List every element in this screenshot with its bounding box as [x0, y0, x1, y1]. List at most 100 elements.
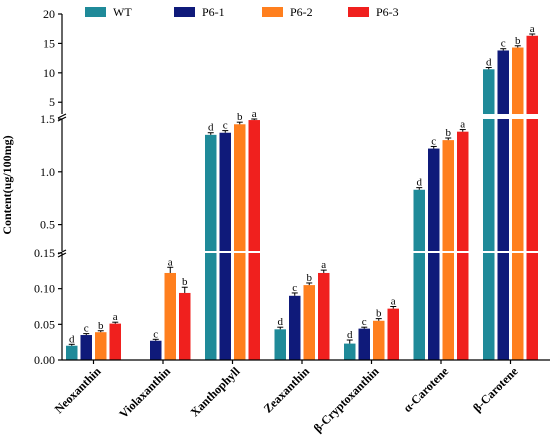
bar	[289, 295, 301, 360]
significance-letter: c	[362, 316, 367, 328]
x-tick-label: Violaxanthin	[116, 364, 173, 421]
legend-swatch	[174, 7, 195, 17]
bar	[150, 340, 162, 360]
x-tick-label: Zeaxanthin	[261, 364, 313, 416]
bar	[526, 119, 538, 251]
axis-break-mark	[57, 249, 67, 255]
bar	[205, 253, 217, 360]
legend-item: WT	[85, 5, 132, 19]
bar-group: c	[289, 282, 301, 360]
x-tick-label: α-Carotene	[400, 364, 451, 415]
bar-group: c	[358, 316, 370, 360]
bar-group: b	[373, 308, 385, 360]
significance-letter: b	[307, 272, 313, 284]
bar	[318, 272, 330, 360]
bar	[344, 343, 356, 360]
y-tick-label: 1.0	[40, 165, 55, 179]
bar	[109, 323, 121, 360]
axis-break-mark	[57, 113, 67, 119]
significance-letter: b	[182, 276, 188, 288]
bar-group: a	[109, 311, 121, 360]
significance-letter: a	[391, 296, 396, 308]
bar-group: c	[428, 135, 440, 360]
bar	[497, 50, 509, 114]
y-tick-label: 20	[43, 7, 55, 21]
bar-group: c	[150, 328, 162, 360]
bar	[526, 253, 538, 360]
bar	[219, 132, 231, 251]
y-tick-label: 0.5	[40, 218, 55, 232]
bar	[234, 124, 246, 251]
x-tick-label: Xanthophyll	[187, 364, 243, 420]
legend-label: P6-1	[202, 5, 225, 19]
legend-swatch	[348, 7, 369, 17]
bar	[413, 189, 425, 251]
bar	[387, 308, 399, 360]
significance-letter: d	[278, 316, 284, 328]
bar-group: d	[66, 333, 78, 360]
legend: WT P6-1 P6-2 P6-3	[85, 5, 399, 19]
bar-group: a	[526, 23, 538, 360]
bar-group: a	[457, 119, 469, 360]
y-tick-label: 10	[43, 66, 55, 80]
bar	[95, 332, 107, 360]
bar	[373, 320, 385, 360]
bar-group: b	[303, 272, 315, 360]
bar	[497, 253, 509, 360]
bar-group: c	[219, 120, 231, 360]
significance-letter: d	[208, 122, 214, 134]
bar	[428, 148, 440, 251]
bar-group: d	[344, 329, 356, 360]
bar	[413, 253, 425, 360]
y-axis-label: Content(ug/100mg)	[0, 135, 14, 234]
bar-group: a	[318, 259, 330, 360]
bar-group: c	[80, 323, 92, 360]
significance-letter: d	[417, 177, 423, 189]
bar-group: b	[95, 320, 107, 360]
bar	[205, 134, 217, 251]
x-axis: Neoxanthin Violaxanthin Xanthophyll Zeaxant…	[52, 359, 550, 435]
bar	[248, 253, 260, 360]
significance-letter: c	[84, 323, 89, 335]
bar-group: a	[164, 256, 176, 360]
x-tick-label: β-Carotene	[470, 364, 521, 415]
bar-group: d	[413, 177, 425, 360]
y-axis: 0.00 0.05 0.10 0.15 0.5 1.0 1.5 5 10 15 20	[34, 7, 67, 367]
legend-label: WT	[113, 5, 132, 19]
bar-group: b	[512, 35, 524, 360]
legend-item: P6-1	[174, 5, 225, 19]
bar	[442, 253, 454, 360]
bar	[303, 285, 315, 360]
significance-letter: c	[223, 120, 228, 132]
significance-letter: a	[252, 108, 257, 120]
y-tick-label: 0.10	[34, 282, 55, 296]
bar	[526, 35, 538, 114]
bar-group: d	[274, 316, 286, 360]
legend-swatch	[262, 7, 283, 17]
axis-break-mark	[57, 116, 67, 122]
legend-label: P6-3	[376, 5, 399, 19]
significance-letter: c	[431, 135, 436, 147]
bar	[219, 253, 231, 360]
bar-group: b	[234, 111, 246, 360]
x-tick-label: β-Cryptoxanthin	[311, 364, 382, 435]
significance-letter: a	[530, 23, 535, 35]
bar-group: d	[483, 57, 495, 360]
significance-letter: a	[113, 311, 118, 323]
legend-swatch	[85, 7, 106, 17]
bar	[512, 253, 524, 360]
bar	[483, 253, 495, 360]
significance-letter: b	[237, 111, 243, 123]
bar	[66, 345, 78, 360]
significance-letter: c	[153, 328, 158, 340]
axis-break-mark	[57, 252, 67, 258]
y-tick-label: 0.00	[34, 353, 55, 367]
significance-letter: c	[292, 282, 297, 294]
bar-group: c	[497, 38, 509, 360]
bar	[483, 119, 495, 251]
bar-group: b	[442, 127, 454, 360]
significance-letter: d	[347, 329, 353, 341]
bar	[234, 253, 246, 360]
significance-letter: b	[515, 35, 521, 47]
